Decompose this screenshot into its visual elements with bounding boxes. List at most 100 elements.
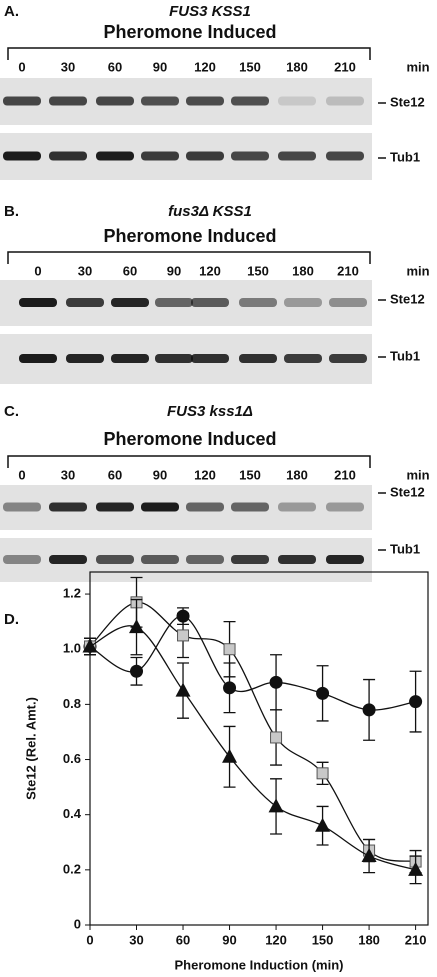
panel-label: C. (4, 403, 19, 420)
point (268, 798, 284, 813)
lane-label: 60 (108, 59, 122, 74)
blot-band (141, 555, 179, 564)
blot-band (329, 298, 367, 307)
blot-band (278, 502, 316, 512)
x-tick-label: 150 (312, 932, 334, 947)
point (223, 681, 237, 695)
blot-band (231, 502, 269, 512)
blot-band (278, 555, 316, 564)
point (269, 675, 283, 689)
blot-band (49, 151, 87, 161)
bracket (7, 251, 371, 264)
lane-label: 120 (194, 467, 216, 482)
lane-label: 180 (286, 59, 308, 74)
unit-label: min (406, 263, 429, 278)
x-tick-label: 30 (129, 932, 143, 947)
blot-band (278, 151, 316, 161)
blot-band (186, 502, 224, 512)
point (408, 861, 424, 876)
lane-label: 210 (334, 59, 356, 74)
point (316, 767, 329, 780)
blot-band (329, 354, 367, 363)
blot-band (231, 96, 269, 106)
lane-label: 210 (334, 467, 356, 482)
fit-line (89, 601, 416, 863)
plot-frame (89, 571, 429, 926)
blot-band (3, 555, 41, 564)
y-axis-label: Ste12 (Rel. Amt.) (23, 697, 38, 800)
point (222, 748, 238, 763)
point (129, 619, 145, 634)
lane-label: 180 (292, 263, 314, 278)
fit-line (89, 625, 416, 871)
y-tick-label: 1.0 (63, 641, 81, 656)
unit-label: min (406, 59, 429, 74)
bracket (7, 47, 371, 60)
blot-band (96, 502, 134, 512)
blot-band (3, 151, 41, 161)
point (315, 817, 331, 832)
blot-band (239, 298, 277, 307)
lane-label: 180 (286, 467, 308, 482)
blot-band (231, 555, 269, 564)
blot-band (96, 555, 134, 564)
blot-band (191, 298, 229, 307)
blot-band (66, 298, 104, 307)
lane-label: 0 (18, 59, 25, 74)
blot-band (278, 96, 316, 106)
blot-band (284, 354, 322, 363)
lane-label: 0 (18, 467, 25, 482)
blot-band (49, 555, 87, 564)
blot-band (19, 298, 57, 307)
point (270, 731, 283, 744)
blot-band (186, 96, 224, 106)
x-tick-label: 180 (358, 932, 380, 947)
x-tick-label: 210 (405, 932, 427, 947)
y-tick-label: 0.8 (63, 696, 81, 711)
panel-label: B. (4, 203, 19, 220)
bracket (7, 455, 371, 468)
blot-band (155, 298, 193, 307)
y-tick-label: 0.4 (63, 806, 82, 821)
y-tick-label: 0.2 (63, 861, 81, 876)
lane-label: 150 (239, 59, 261, 74)
point (130, 664, 144, 678)
band-label: Ste12 (390, 484, 425, 499)
blot-band (141, 502, 179, 512)
lane-label: 60 (123, 263, 137, 278)
band-label: Tub1 (390, 149, 420, 164)
blot-band (49, 502, 87, 512)
lane-label: 30 (61, 467, 75, 482)
lane-label: 90 (153, 59, 167, 74)
x-axis-label: Pheromone Induction (min) (175, 957, 344, 972)
blot-band (326, 151, 364, 161)
lane-label: 150 (247, 263, 269, 278)
blot-band (186, 555, 224, 564)
lane-label: 30 (61, 59, 75, 74)
blot-band (284, 298, 322, 307)
blot-band (155, 354, 193, 363)
panel-title: Pheromone Induced (103, 226, 276, 246)
lane-label: 0 (34, 263, 41, 278)
band-label: Tub1 (390, 348, 420, 363)
x-tick-label: 90 (222, 932, 236, 947)
lane-label: 210 (337, 263, 359, 278)
blot-band (49, 96, 87, 106)
lane-label: 120 (199, 263, 221, 278)
blot-band (239, 354, 277, 363)
panel-label: D. (4, 611, 19, 628)
blot-band (326, 502, 364, 512)
blot-band (66, 354, 104, 363)
unit-label: min (406, 467, 429, 482)
lane-label: 90 (153, 467, 167, 482)
point (175, 682, 191, 697)
y-tick-label: 0.6 (63, 751, 81, 766)
fit-line (89, 615, 416, 711)
y-tick-label: 1.2 (63, 586, 81, 601)
x-tick-label: 120 (265, 932, 287, 947)
band-label: Ste12 (390, 94, 425, 109)
point (361, 848, 377, 863)
point (223, 643, 236, 656)
blot-band (3, 96, 41, 106)
